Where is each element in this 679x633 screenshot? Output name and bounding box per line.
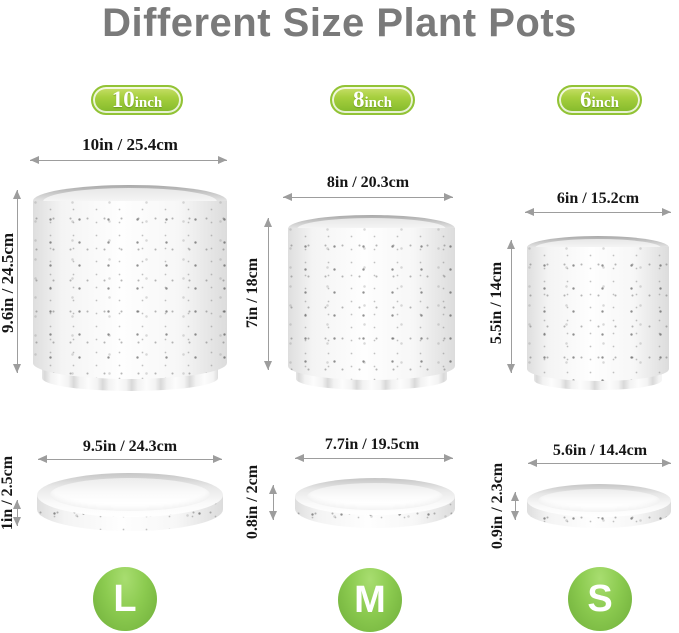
pot-small-illustration — [527, 236, 669, 390]
size-badge-6inch: 6 inch — [557, 85, 642, 115]
saucer-large-diameter-label: 9.5in / 24.3cm — [82, 438, 178, 455]
h-dimension-arrow — [38, 455, 222, 463]
saucer-floor — [538, 489, 660, 512]
size-badge-number: 10 — [111, 87, 135, 112]
v-dimension-arrow — [264, 218, 272, 370]
pot-wall — [527, 247, 669, 381]
v-dimension-arrow — [507, 240, 515, 373]
pot-medium-height-label: 7in / 18cm — [244, 257, 261, 329]
h-dimension-arrow — [525, 208, 671, 216]
size-letter-large: L — [93, 567, 157, 631]
saucer-floor — [307, 483, 443, 510]
saucer-medium-diameter-label: 7.7in / 19.5cm — [324, 436, 420, 453]
size-badge-8inch: 8 inch — [330, 85, 415, 115]
size-letter-medium: M — [338, 568, 402, 632]
saucer-floor — [50, 478, 210, 511]
size-letter-text: S — [587, 577, 613, 620]
page-title: Different Size Plant Pots — [102, 1, 577, 45]
size-letter-small: S — [568, 567, 632, 631]
saucer-small-diameter-label: 5.6in / 14.4cm — [552, 442, 648, 459]
pot-large-diameter-label: 10in / 25.4cm — [82, 135, 178, 154]
v-dimension-arrow — [13, 500, 21, 526]
pot-wall — [33, 201, 227, 379]
pot-large-illustration — [33, 185, 227, 391]
pot-wall — [288, 228, 455, 380]
h-dimension-arrow — [295, 454, 453, 462]
size-badge-number: 6 — [579, 87, 592, 112]
size-badge-unit: inch — [134, 95, 163, 111]
v-dimension-arrow — [511, 492, 519, 520]
size-letter-text: L — [113, 577, 137, 620]
pot-medium-illustration — [288, 215, 455, 390]
v-dimension-arrow — [269, 485, 277, 520]
pot-small-height-label: 5.5in / 14cm — [488, 261, 505, 345]
pot-small-diameter-label: 6in / 15.2cm — [556, 190, 640, 207]
saucer-large-illustration — [37, 473, 223, 531]
saucer-medium-height-label: 0.8in / 2cm — [244, 464, 261, 540]
size-badge-unit: inch — [364, 95, 392, 111]
h-dimension-arrow — [30, 156, 227, 164]
v-dimension-arrow — [13, 190, 21, 373]
size-badge-number: 8 — [352, 87, 365, 112]
saucer-small-illustration — [527, 484, 671, 528]
h-dimension-arrow — [528, 459, 671, 467]
pot-medium-diameter-label: 8in / 20.3cm — [326, 174, 410, 191]
size-badge-unit: inch — [591, 95, 619, 111]
size-letter-text: M — [354, 578, 386, 621]
size-badge-10inch: 10 inch — [91, 85, 183, 115]
pot-large-height-label: 9.6in / 24.5cm — [0, 232, 17, 334]
h-dimension-arrow — [283, 193, 453, 201]
saucer-medium-illustration — [295, 478, 455, 528]
saucer-small-height-label: 0.9in / 2.3cm — [489, 462, 506, 550]
